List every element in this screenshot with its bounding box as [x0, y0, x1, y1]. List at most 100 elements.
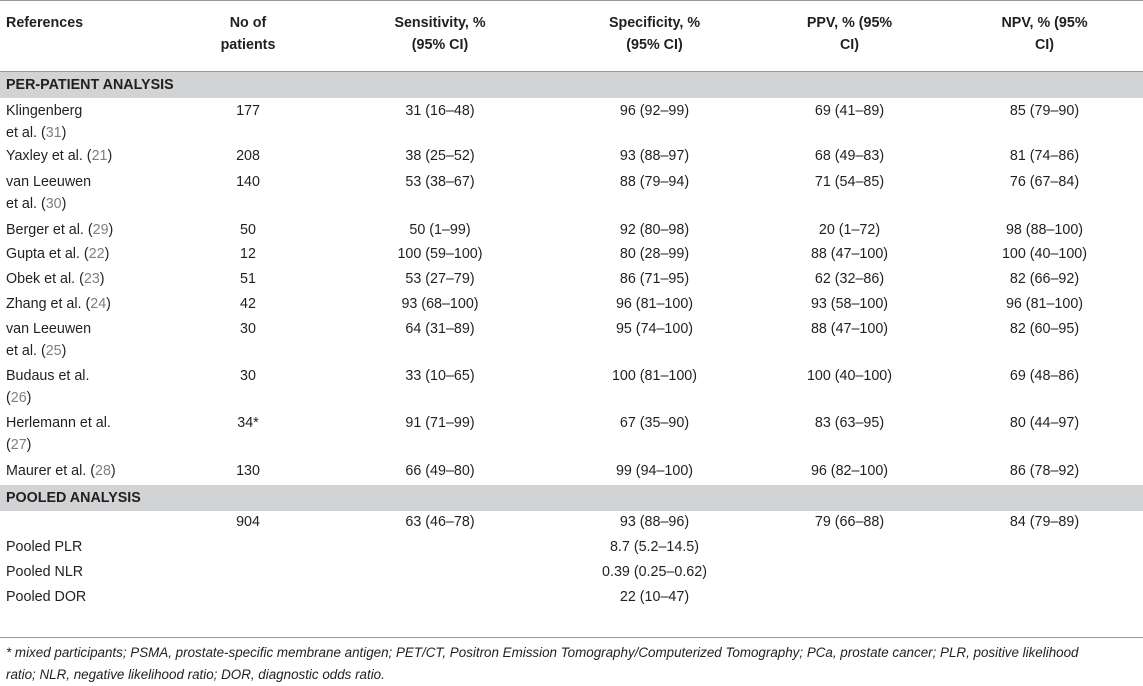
reference-cell: Gupta et al. (22) [6, 246, 110, 262]
sensitivity-cell: 50 (1–99) [409, 222, 471, 238]
table-row: Maurer et al. (28) 130 66 (49–80) 99 (94… [0, 460, 1143, 485]
pooled-dor-label: Pooled DOR [6, 589, 87, 605]
table-row: Yaxley et al. (21) 208 38 (25–52) 93 (88… [0, 145, 1143, 171]
patients-cell: 208 [236, 148, 260, 164]
reference-cell: Zhang et al. (24) [6, 296, 111, 312]
citation-link[interactable]: 26 [10, 390, 27, 406]
npv-cell: 85 (79–90) [1009, 103, 1080, 119]
footnote-line: * mixed participants; PSMA, prostate-spe… [6, 645, 1079, 660]
reference-cell [0, 511, 172, 536]
reference-cell: Yaxley et al. (21) [6, 148, 113, 164]
sensitivity-cell: 63 (46–78) [405, 514, 475, 530]
citation-link[interactable]: 30 [45, 196, 62, 212]
table-row: van Leeuwen et al. (25) 30 64 (31–89) 95 … [0, 318, 1143, 365]
header-sensitivity: Sensitivity, % (95% CI) [324, 0, 556, 72]
citation-link[interactable]: 28 [95, 463, 111, 479]
specificity-cell: 93 (88–96) [619, 514, 690, 530]
specificity-cell: 95 (74–100) [615, 321, 694, 337]
citation-link[interactable]: 25 [45, 343, 62, 359]
reference-cell: Herlemann et al. (27) [6, 415, 111, 453]
diagnostic-accuracy-table: References No of patients Sensitivity, %(… [0, 0, 1143, 611]
citation-link[interactable]: 24 [90, 296, 107, 312]
specificity-cell: 93 (88–97) [619, 148, 690, 164]
sensitivity-cell: 53 (27–79) [405, 271, 475, 287]
table-row: Klingenberg et al. (31) 177 31 (16–48) 96… [0, 98, 1143, 145]
ppv-cell: 79 (66–88) [814, 514, 885, 530]
npv-cell: 82 (66–92) [1009, 271, 1080, 287]
npv-cell: 86 (78–92) [1009, 463, 1080, 479]
npv-cell: 82 (60–95) [1009, 321, 1080, 337]
reference-cell: Maurer et al. (28) [6, 463, 116, 479]
table-footnote: * mixed participants; PSMA, prostate-spe… [0, 637, 1143, 686]
npv-cell: 76 (67–84) [1009, 174, 1080, 190]
specificity-cell: 67 (35–90) [619, 415, 690, 431]
pooled-dor-value: 22 (10–47) [619, 589, 690, 605]
patients-cell: 50 [240, 222, 256, 238]
pooled-nlr-label: Pooled NLR [6, 564, 84, 580]
specificity-cell: 100 (81–100) [611, 368, 698, 384]
specificity-cell: 86 (71–95) [619, 271, 690, 287]
citation-link[interactable]: 22 [88, 246, 105, 262]
pooled-dor-row: Pooled DOR 22 (10–47) [0, 586, 1143, 611]
footnote-line: ratio; NLR, negative likelihood ratio; D… [6, 667, 385, 682]
reference-cell: Klingenberg et al. (31) [6, 103, 83, 141]
table-row: Herlemann et al. (27) 34* 91 (71–99) 67 (… [0, 412, 1143, 460]
sensitivity-cell: 38 (25–52) [405, 148, 475, 164]
ppv-cell: 69 (41–89) [814, 103, 885, 119]
pooled-nlr-row: Pooled NLR 0.39 (0.25–0.62) [0, 561, 1143, 586]
ppv-cell: 93 (58–100) [810, 296, 889, 312]
patients-cell: 130 [236, 463, 260, 479]
table-row: Zhang et al. (24) 42 93 (68–100) 96 (81–… [0, 293, 1143, 318]
header-specificity: Specificity, % (95% CI) [556, 0, 753, 72]
patients-cell: 904 [236, 514, 260, 530]
sensitivity-cell: 31 (16–48) [405, 103, 475, 119]
patients-cell: 51 [240, 271, 256, 287]
citation-link[interactable]: 23 [83, 271, 100, 287]
ppv-cell: 68 (49–83) [814, 148, 885, 164]
npv-cell: 98 (88–100) [1005, 222, 1084, 238]
sensitivity-cell: 53 (38–67) [405, 174, 475, 190]
citation-link[interactable]: 21 [91, 148, 108, 164]
specificity-cell: 88 (79–94) [619, 174, 690, 190]
reference-cell: Obek et al. (23) [6, 271, 105, 287]
citation-link[interactable]: 27 [10, 437, 27, 453]
specificity-cell: 80 (28–99) [619, 246, 690, 262]
pooled-plr-label: Pooled PLR [6, 539, 83, 555]
ppv-cell: 96 (82–100) [810, 463, 889, 479]
npv-cell: 84 (79–89) [1009, 514, 1080, 530]
section-title: PER-PATIENT ANALYSIS [0, 71, 1143, 98]
pooled-plr-row: Pooled PLR 8.7 (5.2–14.5) [0, 536, 1143, 561]
sensitivity-cell: 66 (49–80) [405, 463, 475, 479]
npv-cell: 100 (40–100) [1001, 246, 1088, 262]
section-pooled: POOLED ANALYSIS [0, 485, 1143, 511]
pooled-row: 904 63 (46–78) 93 (88–96) 79 (66–88) 84 … [0, 511, 1143, 536]
patients-cell: 42 [240, 296, 256, 312]
citation-link[interactable]: 29 [92, 222, 109, 238]
specificity-cell: 92 (80–98) [619, 222, 690, 238]
section-per-patient: PER-PATIENT ANALYSIS [0, 71, 1143, 98]
header-row: References No of patients Sensitivity, %(… [0, 0, 1143, 72]
header-references: References [0, 0, 172, 72]
table-row: Obek et al. (23) 51 53 (27–79) 86 (71–95… [0, 268, 1143, 293]
citation-link[interactable]: 31 [45, 125, 62, 141]
npv-cell: 96 (81–100) [1005, 296, 1084, 312]
npv-cell: 81 (74–86) [1009, 148, 1080, 164]
ppv-cell: 71 (54–85) [814, 174, 885, 190]
patients-cell: 34* [237, 415, 259, 431]
sensitivity-cell: 100 (59–100) [397, 246, 483, 262]
npv-cell: 80 (44–97) [1009, 415, 1080, 431]
table-row: Budaus et al. (26) 30 33 (10–65) 100 (81–… [0, 365, 1143, 412]
ppv-cell: 83 (63–95) [814, 415, 885, 431]
patients-cell: 30 [240, 368, 256, 384]
header-patients: No of patients [172, 0, 324, 72]
section-title: POOLED ANALYSIS [0, 485, 1143, 511]
patients-cell: 12 [240, 246, 256, 262]
ppv-cell: 100 (40–100) [806, 368, 893, 384]
sensitivity-cell: 33 (10–65) [405, 368, 475, 384]
sensitivity-cell: 91 (71–99) [405, 415, 475, 431]
reference-cell: van Leeuwen et al. (30) [6, 174, 92, 212]
header-ppv: PPV, % (95% CI) [753, 0, 946, 72]
npv-cell: 69 (48–86) [1009, 368, 1080, 384]
reference-cell: Budaus et al. (26) [6, 368, 90, 406]
